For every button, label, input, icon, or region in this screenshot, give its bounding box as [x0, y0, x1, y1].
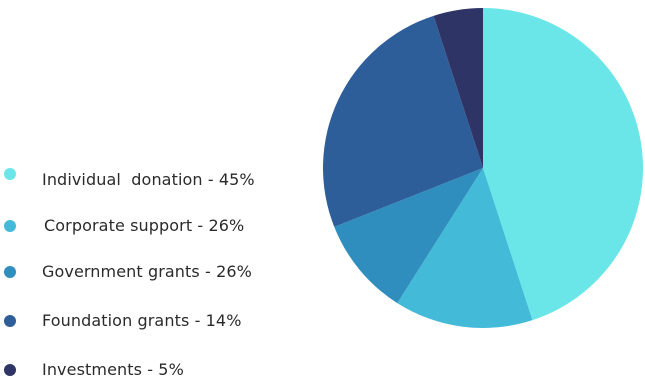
- legend-dot-icon: [4, 168, 16, 180]
- legend-label: Individual donation - 45%: [42, 170, 255, 189]
- legend-label: Government grants - 26%: [42, 262, 252, 281]
- pie-slice-0: [483, 8, 643, 321]
- legend-item-investments: Investments - 5%: [0, 358, 320, 382]
- pie-slice-4: [433, 8, 483, 168]
- legend-label: Corporate support - 26%: [44, 216, 245, 235]
- legend-label: Foundation grants - 14%: [42, 311, 242, 330]
- pie-slice-3: [323, 15, 483, 227]
- legend-item-individual-donation: Individual donation - 45%: [0, 168, 320, 192]
- legend-dot-icon: [4, 220, 16, 232]
- legend: Individual donation - 45% Corporate supp…: [0, 0, 320, 391]
- pie-slice-1: [397, 168, 533, 329]
- legend-dot-icon: [4, 266, 16, 278]
- legend-dot-icon: [4, 315, 16, 327]
- legend-label: Investments - 5%: [42, 360, 184, 379]
- legend-item-corporate-support: Corporate support - 26%: [0, 214, 320, 238]
- pie-slice-2: [334, 168, 483, 304]
- legend-dot-icon: [4, 364, 16, 376]
- legend-item-foundation-grants: Foundation grants - 14%: [0, 309, 320, 333]
- legend-item-government-grants: Government grants - 26%: [0, 260, 320, 284]
